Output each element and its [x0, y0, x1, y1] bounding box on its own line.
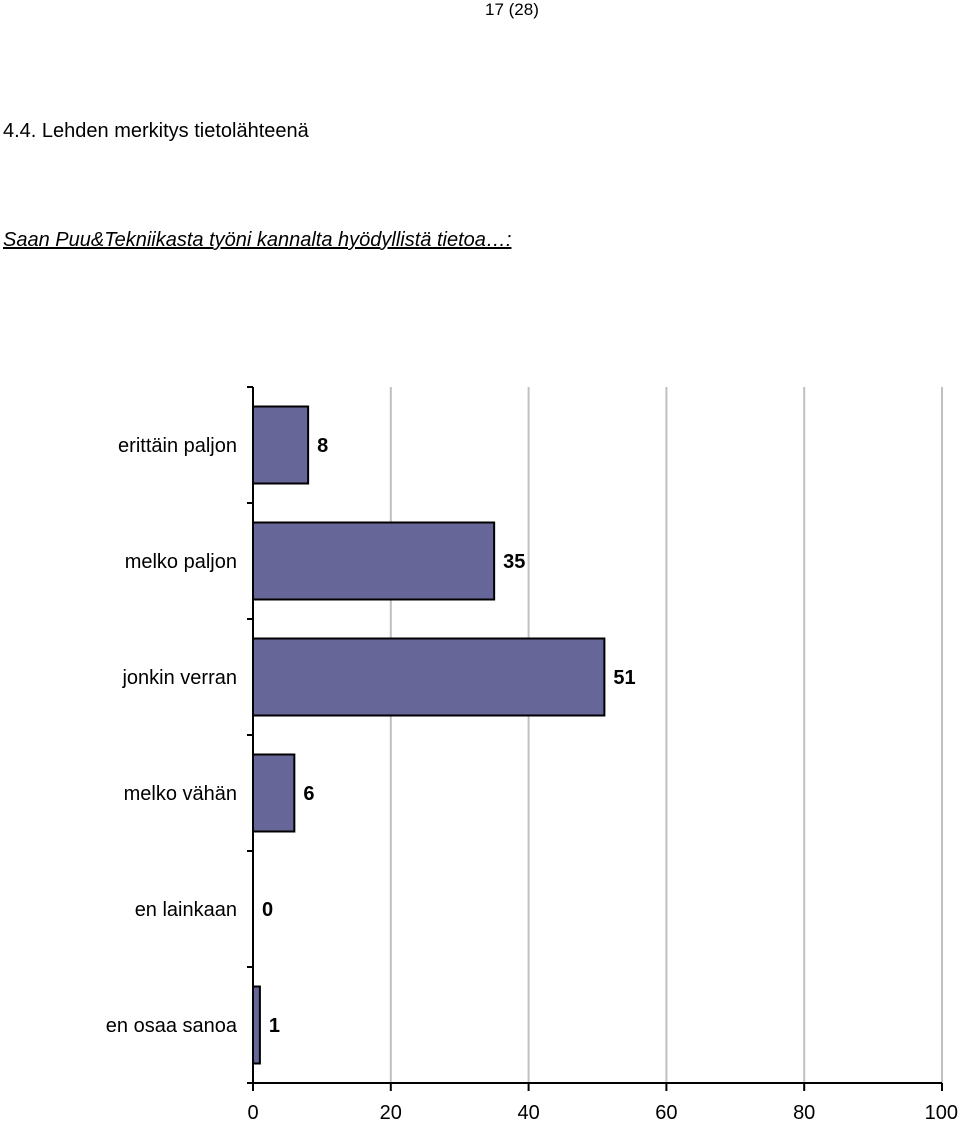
x-tick-label: 80 — [793, 1102, 815, 1121]
data-label: 8 — [317, 435, 328, 457]
x-tick-label: 0 — [247, 1102, 258, 1121]
x-tick-label: 20 — [380, 1102, 402, 1121]
x-tick-label: 40 — [517, 1102, 539, 1121]
category-label: erittäin paljon — [118, 435, 237, 457]
data-label: 1 — [269, 1015, 280, 1037]
bar-1 — [252, 521, 496, 601]
x-tick-label: 60 — [655, 1102, 677, 1121]
data-label: 0 — [262, 899, 273, 921]
question-text: Saan Puu&Tekniikasta työni kannalta hyöd… — [3, 229, 512, 251]
category-label: en osaa sanoa — [106, 1015, 238, 1037]
data-label: 35 — [503, 551, 525, 573]
section-heading: 4.4. Lehden merkitys tietolähteenä — [3, 120, 309, 142]
x-tick-label: 100 — [925, 1102, 958, 1121]
bar-3 — [252, 753, 296, 833]
bar-2 — [252, 637, 606, 717]
category-label: melko vähän — [124, 783, 237, 805]
category-label: jonkin verran — [121, 667, 237, 689]
data-label: 51 — [613, 667, 635, 689]
category-label: melko paljon — [125, 551, 237, 573]
category-label: en lainkaan — [135, 899, 237, 921]
bar-0 — [252, 405, 310, 485]
page-number: 17 (28) — [485, 0, 539, 19]
data-label: 6 — [303, 783, 314, 805]
bar-5 — [252, 985, 261, 1065]
